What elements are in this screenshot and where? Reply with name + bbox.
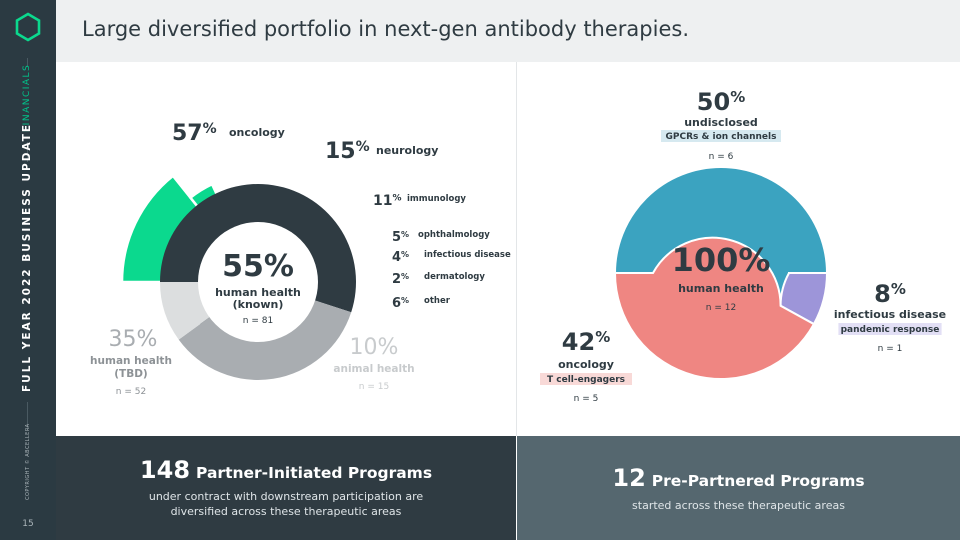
- outer-value-infectious-disease: 4%: [392, 250, 409, 265]
- animal-label: animal health: [333, 363, 414, 375]
- right-n-oncology: n = 5: [574, 394, 599, 404]
- partner-initiated-count: 148: [139, 456, 191, 484]
- hexagon-logo-icon: [15, 12, 41, 42]
- outer-label-neurology: neurology: [376, 144, 438, 157]
- pre-partnered-line-1: started across these therapeutic areas: [632, 499, 845, 512]
- outer-label-oncology: oncology: [229, 126, 285, 139]
- outer-label-infectious-disease: infectious disease: [424, 250, 511, 260]
- sidebar-line-bottom: [27, 402, 28, 430]
- tbd-label-line-2: (TBD): [114, 368, 147, 380]
- pre-partnered-band: 12 Pre-Partnered Programs started across …: [517, 436, 960, 540]
- right-label-undisclosed: undisclosed: [684, 116, 758, 129]
- right-value-undisclosed: 50%: [697, 88, 745, 116]
- outer-value-ophthalmology: 5%: [392, 230, 409, 245]
- pre-partnered-donut-chart: 100% human health n = 12 50%undisclosed GPCR…: [540, 88, 946, 404]
- tbd-label-line-1: human health: [90, 355, 172, 367]
- partner-initiated-line-1: under contract with downstream participa…: [148, 490, 424, 503]
- tbd-value: 35%: [109, 327, 158, 352]
- right-value-infectious-disease: 8%: [874, 280, 906, 308]
- right-tag-bg-undisclosed: [661, 130, 781, 142]
- right-center-value: 100%: [672, 241, 771, 279]
- outer-label-dermatology: dermatology: [424, 272, 485, 282]
- page-title: Large diversified portfolio in next-gen …: [82, 17, 689, 41]
- partner-initiated-heading: 148 Partner-Initiated Programs: [56, 456, 516, 484]
- partner-initiated-label: Partner-Initiated Programs: [196, 464, 433, 482]
- partner-initiated-band: 148 Partner-Initiated Programs under cont…: [56, 436, 516, 540]
- tbd-n: n = 52: [116, 387, 146, 397]
- center-label-line-2: (known): [233, 298, 284, 311]
- partner-initiated-donut-chart: 57% oncology 15% neurology 11% immunology 5% op…: [90, 121, 511, 397]
- center-n: n = 81: [243, 316, 273, 326]
- pre-partnered-label: Pre-Partnered Programs: [651, 472, 865, 490]
- outer-label-immunology: immunology: [407, 194, 466, 204]
- partner-initiated-line-2: diversified across these therapeutic are…: [170, 505, 402, 518]
- pre-partnered-heading: 12 Pre-Partnered Programs: [517, 464, 960, 492]
- right-n-infectious-disease: n = 1: [878, 344, 903, 354]
- right-label-infectious-disease: infectious disease: [834, 308, 946, 321]
- right-tag-infectious-disease: pandemic response: [841, 325, 940, 335]
- outer-value-oncology: 57%: [172, 121, 217, 146]
- right-label-oncology: oncology: [558, 358, 614, 371]
- animal-n: n = 15: [359, 382, 389, 392]
- outer-value-dermatology: 2%: [392, 272, 409, 287]
- outer-value-neurology: 15%: [325, 139, 370, 164]
- right-tag-bg-infectious-disease: [838, 323, 942, 335]
- right-tag-bg-oncology: [540, 373, 632, 385]
- outer-label-ophthalmology: ophthalmology: [418, 230, 490, 240]
- pre-partnered-count: 12: [612, 464, 646, 492]
- sidebar: FINANCIALS FULL YEAR 2022 BUSINESS UPDAT…: [0, 0, 56, 540]
- pre-partnered-description: started across these therapeutic areas: [517, 498, 960, 513]
- header-bar: Large diversified portfolio in next-gen …: [56, 0, 960, 62]
- sidebar-line-top: [27, 58, 28, 66]
- right-tag-undisclosed: GPCRs & ion channels: [666, 132, 777, 142]
- right-value-oncology: 42%: [562, 328, 610, 356]
- inner-slice-animal-health: [160, 282, 210, 340]
- partner-initiated-description: under contract with downstream participa…: [56, 489, 516, 519]
- outer-value-other: 6%: [392, 296, 409, 311]
- sidebar-line-mid: [27, 142, 28, 162]
- right-center-label: human health: [678, 282, 764, 295]
- right-n-undisclosed: n = 6: [709, 152, 734, 162]
- center-value: 55%: [222, 249, 294, 284]
- slice-oncology: [613, 236, 816, 380]
- animal-value: 10%: [350, 335, 399, 360]
- donut-hole: [198, 222, 318, 342]
- page-number: 15: [22, 519, 34, 529]
- outer-label-other: other: [424, 296, 451, 306]
- center-label-line-1: human health: [215, 286, 301, 299]
- right-center-n: n = 12: [706, 303, 736, 313]
- outer-value-immunology: 11%: [373, 193, 402, 209]
- panel-divider: [516, 62, 517, 436]
- right-tag-oncology: T cell-engagers: [547, 375, 625, 385]
